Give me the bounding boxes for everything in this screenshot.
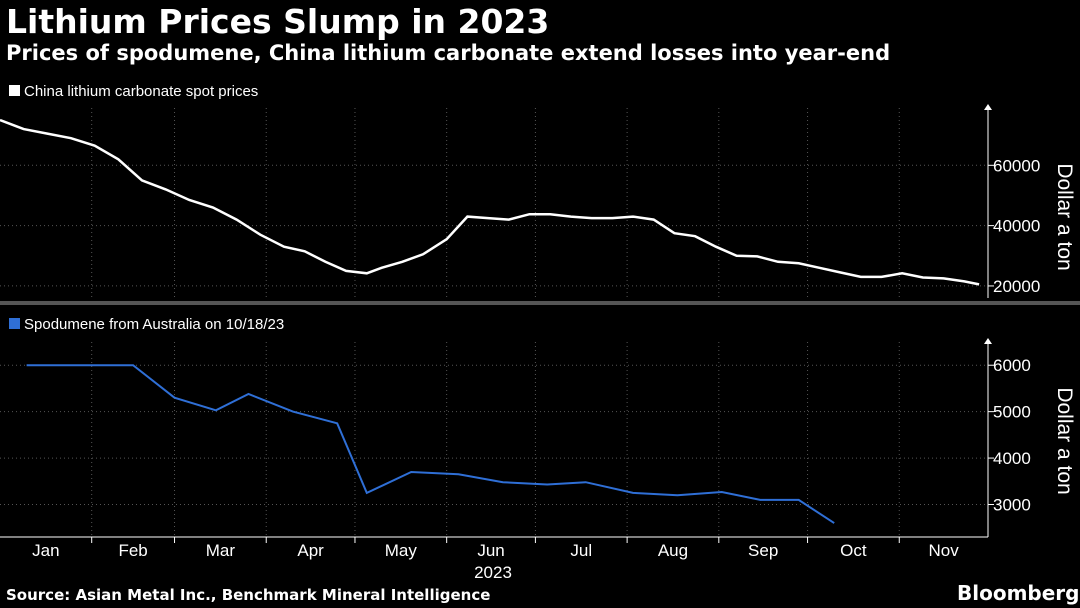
x-tick-label: Aug <box>658 541 688 560</box>
x-tick-label: Mar <box>206 541 236 560</box>
bottom-y-axis-title: Dollar a ton <box>1053 387 1076 494</box>
x-tick-label: Apr <box>297 541 324 560</box>
spodumene-series-line <box>26 364 835 524</box>
carbonate-series-line <box>0 118 980 286</box>
bottom-y-tick-label: 6000 <box>993 356 1031 375</box>
top-y-axis-title: Dollar a ton <box>1053 163 1076 270</box>
legend-swatch-spodumene <box>9 318 20 329</box>
x-tick-label: Jan <box>32 541 59 560</box>
legend-label-carbonate: China lithium carbonate spot prices <box>24 83 258 100</box>
top-axis-arrow-icon <box>984 104 992 110</box>
source-note: Source: Asian Metal Inc., Benchmark Mine… <box>6 586 491 604</box>
top-y-tick-label: 40000 <box>993 217 1040 236</box>
x-tick-label: Feb <box>118 541 147 560</box>
bottom-y-tick-label: 4000 <box>993 449 1031 468</box>
bottom-y-tick-label: 3000 <box>993 496 1031 515</box>
legend-label-spodumene: Spodumene from Australia on 10/18/23 <box>24 316 284 333</box>
chart-title: Lithium Prices Slump in 2023 <box>6 2 550 41</box>
legend-swatch-carbonate <box>9 85 20 96</box>
x-tick-label: May <box>385 541 418 560</box>
top-y-tick-label: 60000 <box>993 156 1040 175</box>
bottom-axis-arrow-icon <box>984 338 992 344</box>
x-tick-label: Nov <box>929 541 960 560</box>
bloomberg-logo: Bloomberg <box>957 581 1080 605</box>
top-y-tick-label: 20000 <box>993 277 1040 296</box>
x-tick-label: Jun <box>477 541 504 560</box>
x-axis-year-label: 2023 <box>474 563 512 582</box>
chart-subtitle: Prices of spodumene, China lithium carbo… <box>6 41 891 65</box>
bottom-y-tick-label: 5000 <box>993 403 1031 422</box>
x-tick-label: Oct <box>840 541 867 560</box>
x-tick-label: Jul <box>570 541 592 560</box>
x-tick-label: Sep <box>748 541 778 560</box>
